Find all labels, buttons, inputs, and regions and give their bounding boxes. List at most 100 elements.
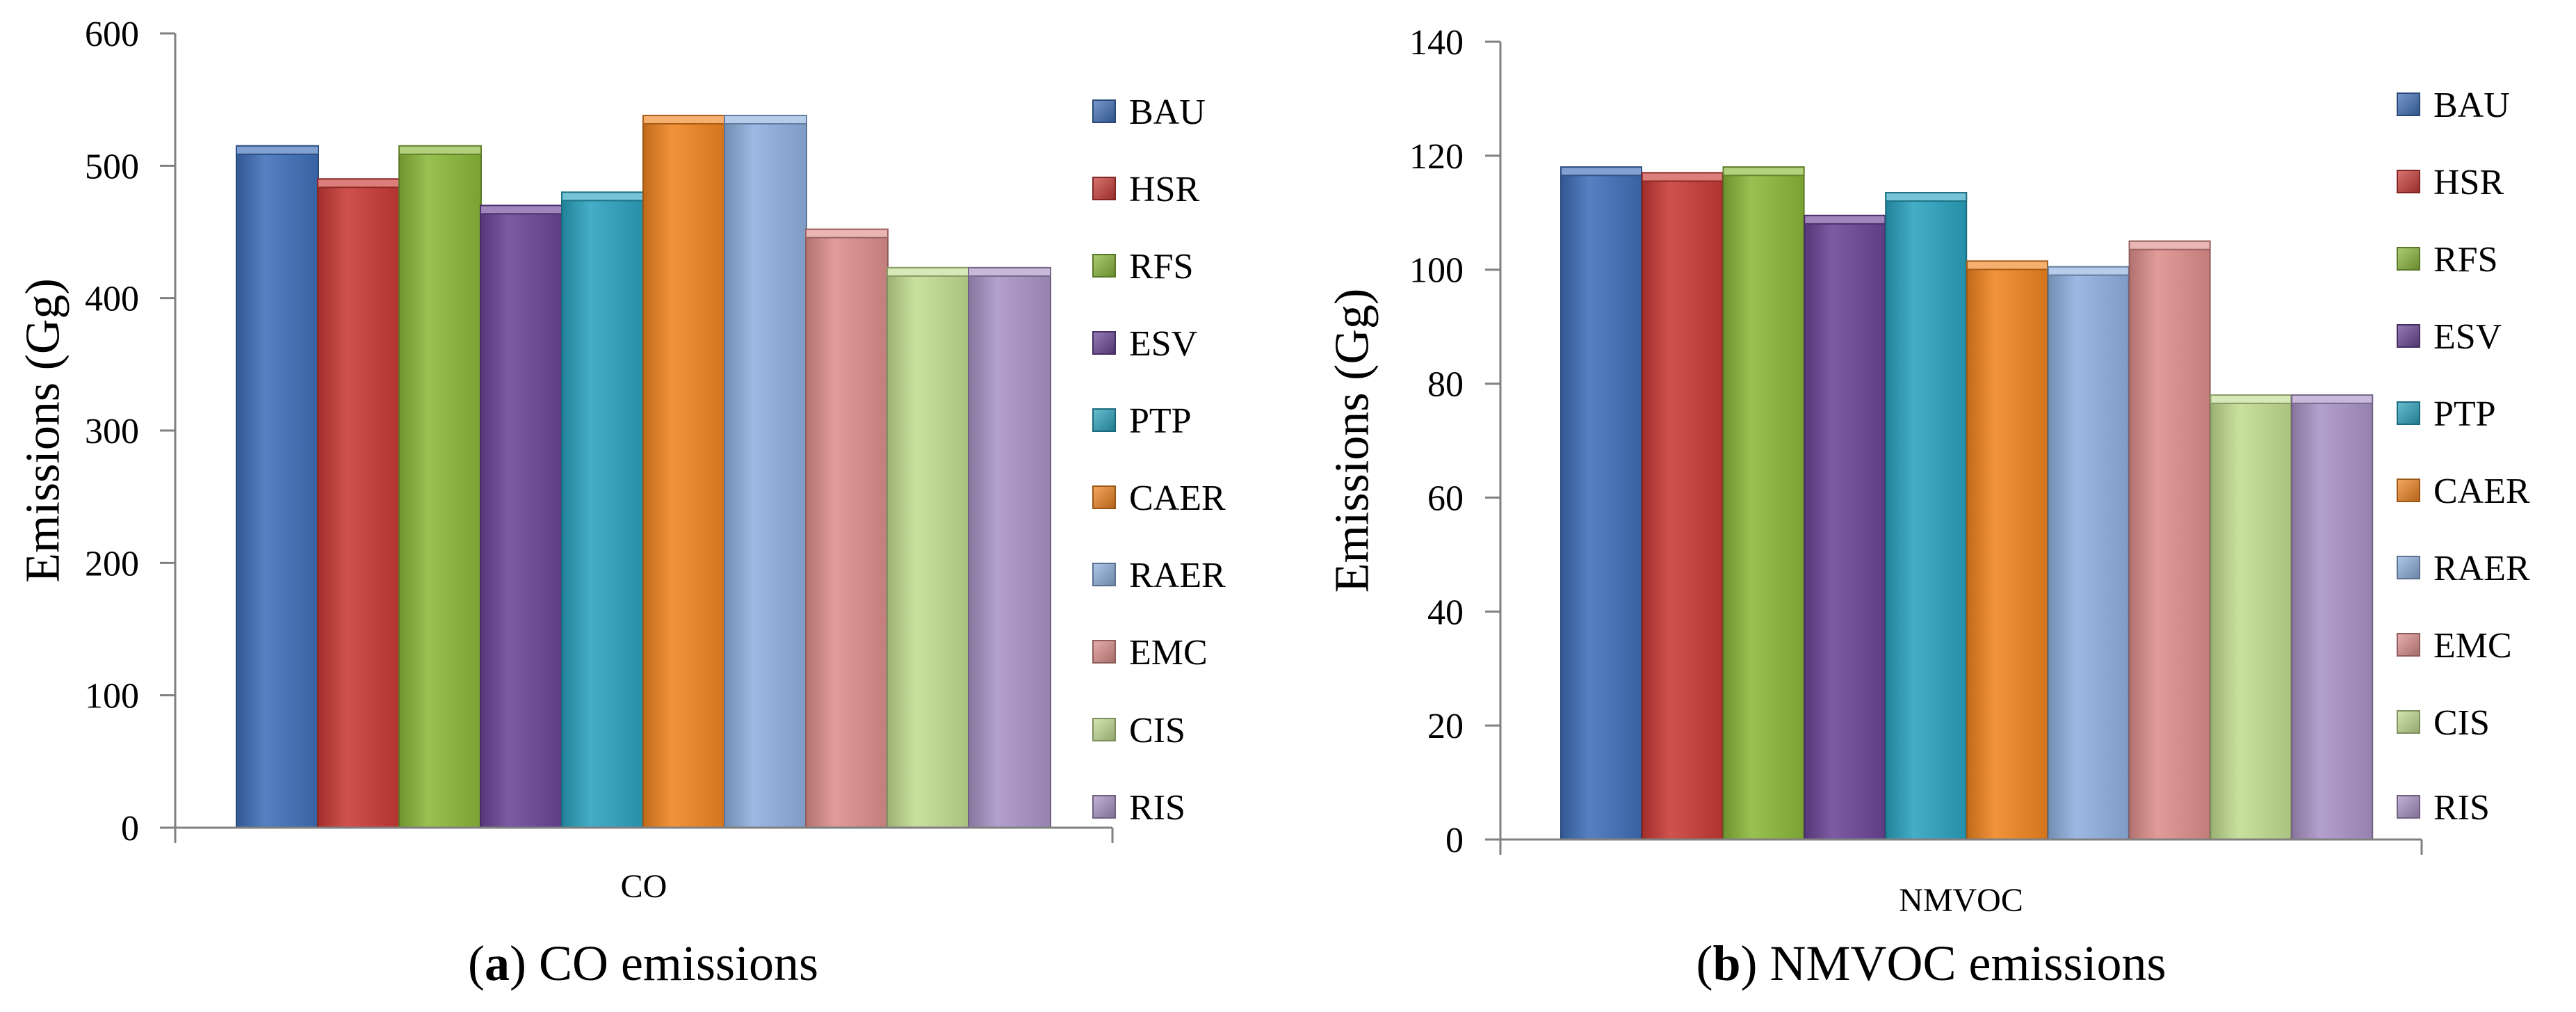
legend-swatch-rfs <box>1092 254 1116 278</box>
legend-label-caer: CAER <box>2433 472 2530 511</box>
legend-swatch-raer <box>2397 556 2420 579</box>
legend-label-bau: BAU <box>2433 86 2510 125</box>
bar-ris <box>968 266 1051 828</box>
legend-label-rfs: RFS <box>2433 240 2498 280</box>
legend-swatch-cis <box>2397 710 2420 734</box>
bar-top-cis <box>2210 394 2292 404</box>
bar-ris <box>2291 394 2374 840</box>
chart-co-emissions: 0 100 200 300 400 500 600 Emissions (Gg) CO BAU HS… <box>17 15 1226 905</box>
y-tick-label: 120 <box>1409 137 1464 177</box>
legend-label-raer: RAER <box>1129 556 1226 595</box>
y-axis-title: Emissions (Gg) <box>17 278 70 583</box>
bar-rfs <box>1722 166 1805 840</box>
caption-text: NMVOC emissions <box>1769 935 2166 991</box>
legend-swatch-rfs <box>2397 247 2420 271</box>
caption-text: CO emissions <box>538 935 818 991</box>
legend-swatch-caer <box>2397 479 2420 502</box>
bar-emc <box>805 228 889 828</box>
legend-label-caer: CAER <box>1129 479 1226 518</box>
y-tick-label: 80 <box>1427 365 1464 405</box>
legend-label-raer: RAER <box>2433 549 2530 588</box>
legend-label-emc: EMC <box>1129 633 1208 673</box>
legend-label-ris: RIS <box>2433 788 2490 828</box>
legend-label-bau: BAU <box>1129 93 1206 132</box>
y-tick-label: 200 <box>85 544 139 584</box>
y-tick-label: 0 <box>1445 821 1464 860</box>
legend-swatch-ptp <box>1092 408 1116 432</box>
legend-label-rfs: RFS <box>1129 247 1194 287</box>
bar-top-emc <box>2128 240 2211 250</box>
y-tick-label: 600 <box>85 15 139 54</box>
bar-raer <box>2047 266 2130 840</box>
bar-hsr <box>317 178 400 829</box>
legend-label-cis: CIS <box>2433 703 2490 743</box>
y-tick-label: 100 <box>85 677 139 716</box>
y-tick-label: 40 <box>1427 593 1464 632</box>
legend-swatch-cis <box>1092 718 1116 741</box>
bar-top-hsr <box>1641 172 1724 182</box>
y-tick-label: 140 <box>1409 23 1464 63</box>
bar-top-cis <box>886 266 970 277</box>
bar-raer <box>724 115 807 829</box>
legend-swatch-hsr <box>1092 177 1116 200</box>
bar-top-caer <box>642 115 726 125</box>
bar-top-esv <box>1804 214 1886 225</box>
legend-label-ptp: PTP <box>1129 401 1192 441</box>
bar-cis <box>886 266 970 828</box>
bar-hsr <box>1641 172 1724 840</box>
caption-letter: b <box>1712 935 1741 991</box>
bar-top-hsr <box>317 178 400 188</box>
bar-cis <box>2210 394 2292 840</box>
y-tick-label: 300 <box>85 412 139 451</box>
bar-top-ris <box>968 266 1051 277</box>
bar-top-ptp <box>561 191 645 202</box>
legend-swatch-ptp <box>2397 401 2420 425</box>
bar-top-ris <box>2291 394 2374 404</box>
bar-top-bau <box>236 145 319 155</box>
y-tick-label: 0 <box>121 809 139 849</box>
bar-top-raer <box>724 115 807 125</box>
bar-top-caer <box>1966 260 2048 271</box>
caption-nmvoc-emissions: (b) NMVOC emissions <box>1696 935 2166 991</box>
bar-caer <box>642 115 726 829</box>
chart-nmvoc-emissions: 0 20 40 60 80 100 120 140 Emissions (Gg) NMVOC BAU… <box>1326 23 2531 919</box>
legend-label-ris: RIS <box>1129 788 1185 828</box>
bar-top-raer <box>2047 266 2130 276</box>
y-axis-title: Emissions (Gg) <box>1326 289 1379 593</box>
legend-swatch-hsr <box>2397 170 2420 193</box>
bar-esv <box>1804 214 1886 840</box>
bar-ptp <box>1885 192 1968 840</box>
bar-rfs <box>398 145 482 829</box>
legend-label-esv: ESV <box>1129 324 1197 364</box>
legend-swatch-bau <box>2397 93 2420 116</box>
legend-label-cis: CIS <box>1129 711 1185 750</box>
y-tick-label: 60 <box>1427 479 1464 518</box>
category-label: CO <box>621 868 667 905</box>
bar-top-bau <box>1560 166 1642 177</box>
legend-swatch-ris <box>1092 795 1116 819</box>
legend-label-hsr: HSR <box>1129 170 1199 209</box>
bar-ptp <box>561 191 645 828</box>
legend-swatch-emc <box>2397 633 2420 657</box>
legend-swatch-ris <box>2397 795 2420 819</box>
legend-label-esv: ESV <box>2433 317 2502 357</box>
bar-esv <box>480 204 563 828</box>
bar-top-rfs <box>1722 166 1805 177</box>
legend-label-emc: EMC <box>2433 626 2512 666</box>
category-label: NMVOC <box>1899 882 2023 919</box>
y-tick-label: 20 <box>1427 707 1464 746</box>
bar-caer <box>1966 260 2048 840</box>
legend-swatch-raer <box>1092 563 1116 586</box>
bar-top-rfs <box>398 145 482 155</box>
caption-co-emissions: (a) CO emissions <box>467 935 818 991</box>
bar-top-ptp <box>1885 192 1968 202</box>
legend-swatch-esv <box>2397 324 2420 348</box>
legend-label-hsr: HSR <box>2433 163 2504 202</box>
caption-letter: a <box>484 935 510 991</box>
bar-top-emc <box>805 228 889 239</box>
legend-swatch-emc <box>1092 640 1116 664</box>
y-tick-label: 400 <box>85 280 139 319</box>
bar-top-esv <box>480 204 563 215</box>
bar-bau <box>1560 166 1642 840</box>
